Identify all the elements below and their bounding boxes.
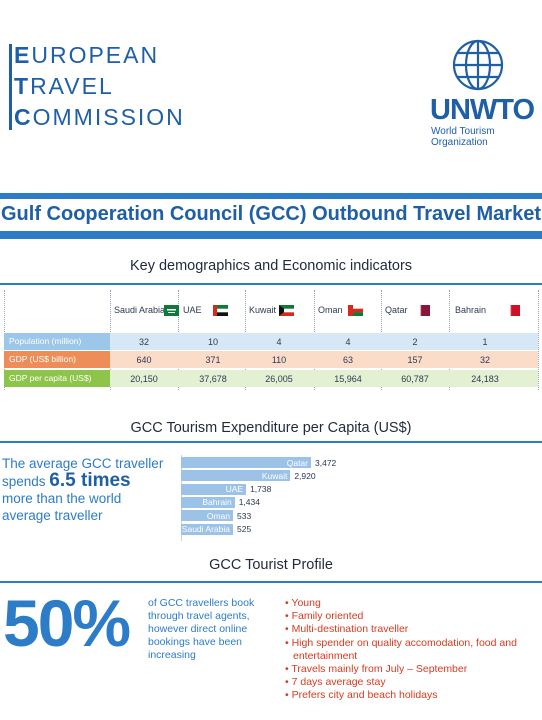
table-cell: 26,005: [265, 374, 293, 384]
saudi-flag-icon: [164, 303, 179, 316]
etc-logo-line-1: EUROPEAN: [14, 42, 160, 68]
bar-category-label: Oman: [206, 510, 230, 521]
profile-heading: GCC Tourist Profile: [209, 557, 333, 573]
row-label: Population (million): [9, 336, 82, 346]
profile-item: • Travels mainly from July – September: [285, 663, 468, 676]
table-cell: 640: [136, 355, 152, 365]
bar-category-label: Bahrain: [202, 497, 232, 508]
section-divider: [0, 283, 542, 285]
table-cell: 37,678: [199, 374, 227, 384]
row-label: GDP (US$ billion): [9, 354, 76, 364]
big-stat: 50%: [3, 586, 131, 660]
table-cell: 32: [138, 337, 149, 347]
table-row: [4, 370, 538, 387]
expenditure-bar: [181, 470, 291, 482]
country-name: Kuwait: [249, 305, 277, 315]
page-title: Gulf Cooperation Council (GCC) Outbound …: [0, 203, 541, 225]
bar-value-label: 1,434: [238, 497, 260, 508]
profile-item: • Young: [285, 597, 321, 609]
section-divider: [0, 441, 542, 443]
title-band-top: [0, 193, 542, 199]
bahrain-flag-icon: [505, 303, 520, 316]
profile-item: • Prefers city and beach holidays: [285, 689, 438, 702]
bar-value-label: 2,920: [294, 470, 316, 481]
table-row: [4, 333, 538, 350]
profile-item: • High spender on quality accomodation, …: [285, 636, 517, 662]
profile-list: • Young • Family oriented • Multi-destinat…: [285, 597, 535, 703]
country-name: Saudi Arabia: [114, 305, 166, 315]
bar-category-label: Saudi Arabia: [181, 524, 230, 534]
bar-category-label: Qatar: [286, 457, 308, 468]
profile-item: • Family oriented: [285, 610, 364, 623]
expenditure-bar: [181, 496, 235, 508]
country-name: Oman: [318, 305, 343, 315]
etc-logo-bar: [9, 44, 12, 130]
table-cell: 1: [482, 337, 488, 347]
table-row: [4, 351, 538, 368]
country-name: UAE: [183, 305, 202, 315]
country-name: Qatar: [385, 305, 408, 315]
table-cell: 4: [345, 337, 351, 347]
table-cell: 157: [407, 355, 423, 365]
table-cell: 15,964: [334, 374, 362, 384]
table-cell: 20,150: [130, 374, 158, 384]
table-cell: 110: [271, 355, 287, 365]
table-cell: 4: [276, 337, 282, 347]
bar-category-label: Kuwait: [261, 470, 288, 481]
expenditure-bar: [181, 523, 233, 535]
unwto-subtitle: World Tourism Organization: [431, 126, 495, 148]
etc-logo-line-2: TRAVEL: [14, 73, 114, 99]
table-cell: 63: [342, 355, 353, 365]
qatar-flag-icon: [415, 303, 430, 316]
un-globe-emblem-icon: [452, 39, 504, 91]
oman-flag-icon: [348, 303, 363, 316]
table-cell: 2: [412, 337, 418, 347]
bar-value-label: 533: [237, 510, 252, 521]
bar-category-label: UAE: [225, 484, 244, 495]
kuwait-flag-icon: [279, 303, 294, 316]
etc-logo-line-3: COMMISSION: [14, 104, 185, 130]
expenditure-bar: [181, 510, 233, 522]
big-stat-caption: of GCC travellers book through travel ag…: [148, 597, 255, 661]
expenditure-heading: GCC Tourism Expenditure per Capita (US$): [130, 420, 412, 436]
section-divider: [0, 581, 542, 583]
row-label: GDP per capita (US$): [9, 373, 92, 383]
table-cell: 10: [207, 337, 218, 347]
table-cell: 24,183: [471, 374, 499, 384]
title-band-bottom: [0, 231, 542, 239]
table-cell: 60,787: [401, 374, 429, 384]
table-cell: 371: [205, 355, 221, 365]
bar-value-label: 1,738: [250, 484, 272, 495]
expenditure-bar: [181, 483, 247, 495]
country-name: Bahrain: [455, 305, 487, 315]
demographics-heading: Key demographics and Economic indicators: [129, 258, 413, 274]
bar-value-label: 3,472: [315, 457, 337, 468]
table-cell: 32: [479, 355, 490, 365]
expenditure-bar: [181, 457, 311, 468]
table-divider: [538, 290, 539, 390]
average-traveller-note: The average GCC traveller spends 6.5 tim…: [2, 456, 164, 523]
uae-flag-icon: [213, 303, 228, 316]
unwto-wordmark: UNWTO: [430, 94, 535, 126]
profile-item: • 7 days average stay: [285, 676, 386, 689]
profile-item: • Multi-destination traveller: [285, 623, 409, 636]
bar-value-label: 525: [237, 524, 252, 534]
